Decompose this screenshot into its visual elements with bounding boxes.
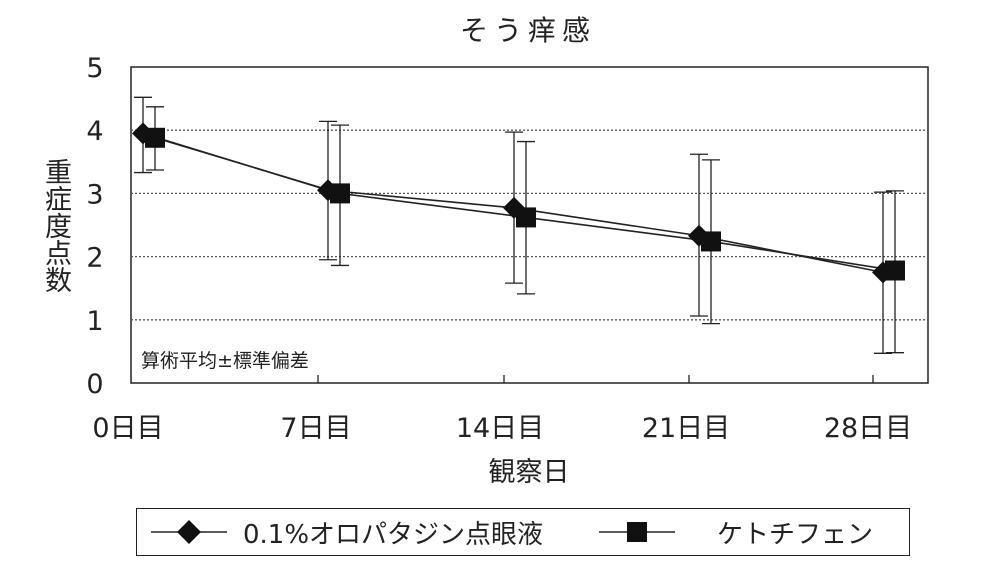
y-tick-label: 2 xyxy=(86,243,103,274)
legend-item-series-2: ケトチフェン xyxy=(597,509,873,555)
grid-lines xyxy=(131,129,928,321)
y-tick-label: 3 xyxy=(86,179,103,210)
y-axis-ticks: 0 1 2 3 4 5 xyxy=(86,53,103,400)
y-tick-label: 0 xyxy=(86,369,103,400)
legend-item-series-1: 0.1%オロパタジン点眼液 xyxy=(149,509,543,555)
legend-label-series-2: ケトチフェン xyxy=(717,519,874,550)
legend-label-series-1: 0.1%オロパタジン点眼液 xyxy=(243,519,544,550)
stat-annotation: 算術平均±標準偏差 xyxy=(141,350,309,372)
x-axis-ticks: 0日目 7日目 14日目 21日目 28日目 xyxy=(92,375,912,444)
y-tick-label: 1 xyxy=(86,306,103,337)
square-marker xyxy=(885,260,905,281)
x-tick-label: 0日目 xyxy=(92,413,163,444)
x-tick-label: 14日目 xyxy=(456,413,544,444)
square-marker xyxy=(516,207,536,228)
x-tick-label: 21日目 xyxy=(642,413,730,444)
legend-diamond-swatch xyxy=(151,520,227,544)
legend-square-swatch xyxy=(599,522,675,542)
y-tick-label: 5 xyxy=(86,53,103,84)
y-tick-label: 4 xyxy=(86,116,103,147)
y-axis-label: 重症度点数 xyxy=(40,158,71,293)
square-marker xyxy=(330,183,350,204)
x-axis-label: 観察日 xyxy=(489,457,570,488)
chart-title: そう痒感 xyxy=(460,14,596,47)
data-markers xyxy=(132,122,905,284)
series-line-2 xyxy=(154,137,896,272)
x-tick-label: 7日目 xyxy=(280,413,351,444)
legend: 0.1%オロパタジン点眼液 ケトチフェン xyxy=(136,508,910,556)
square-marker xyxy=(145,127,165,148)
x-tick-label: 28日目 xyxy=(824,413,912,444)
square-marker xyxy=(701,231,721,252)
plot-area xyxy=(130,66,929,384)
